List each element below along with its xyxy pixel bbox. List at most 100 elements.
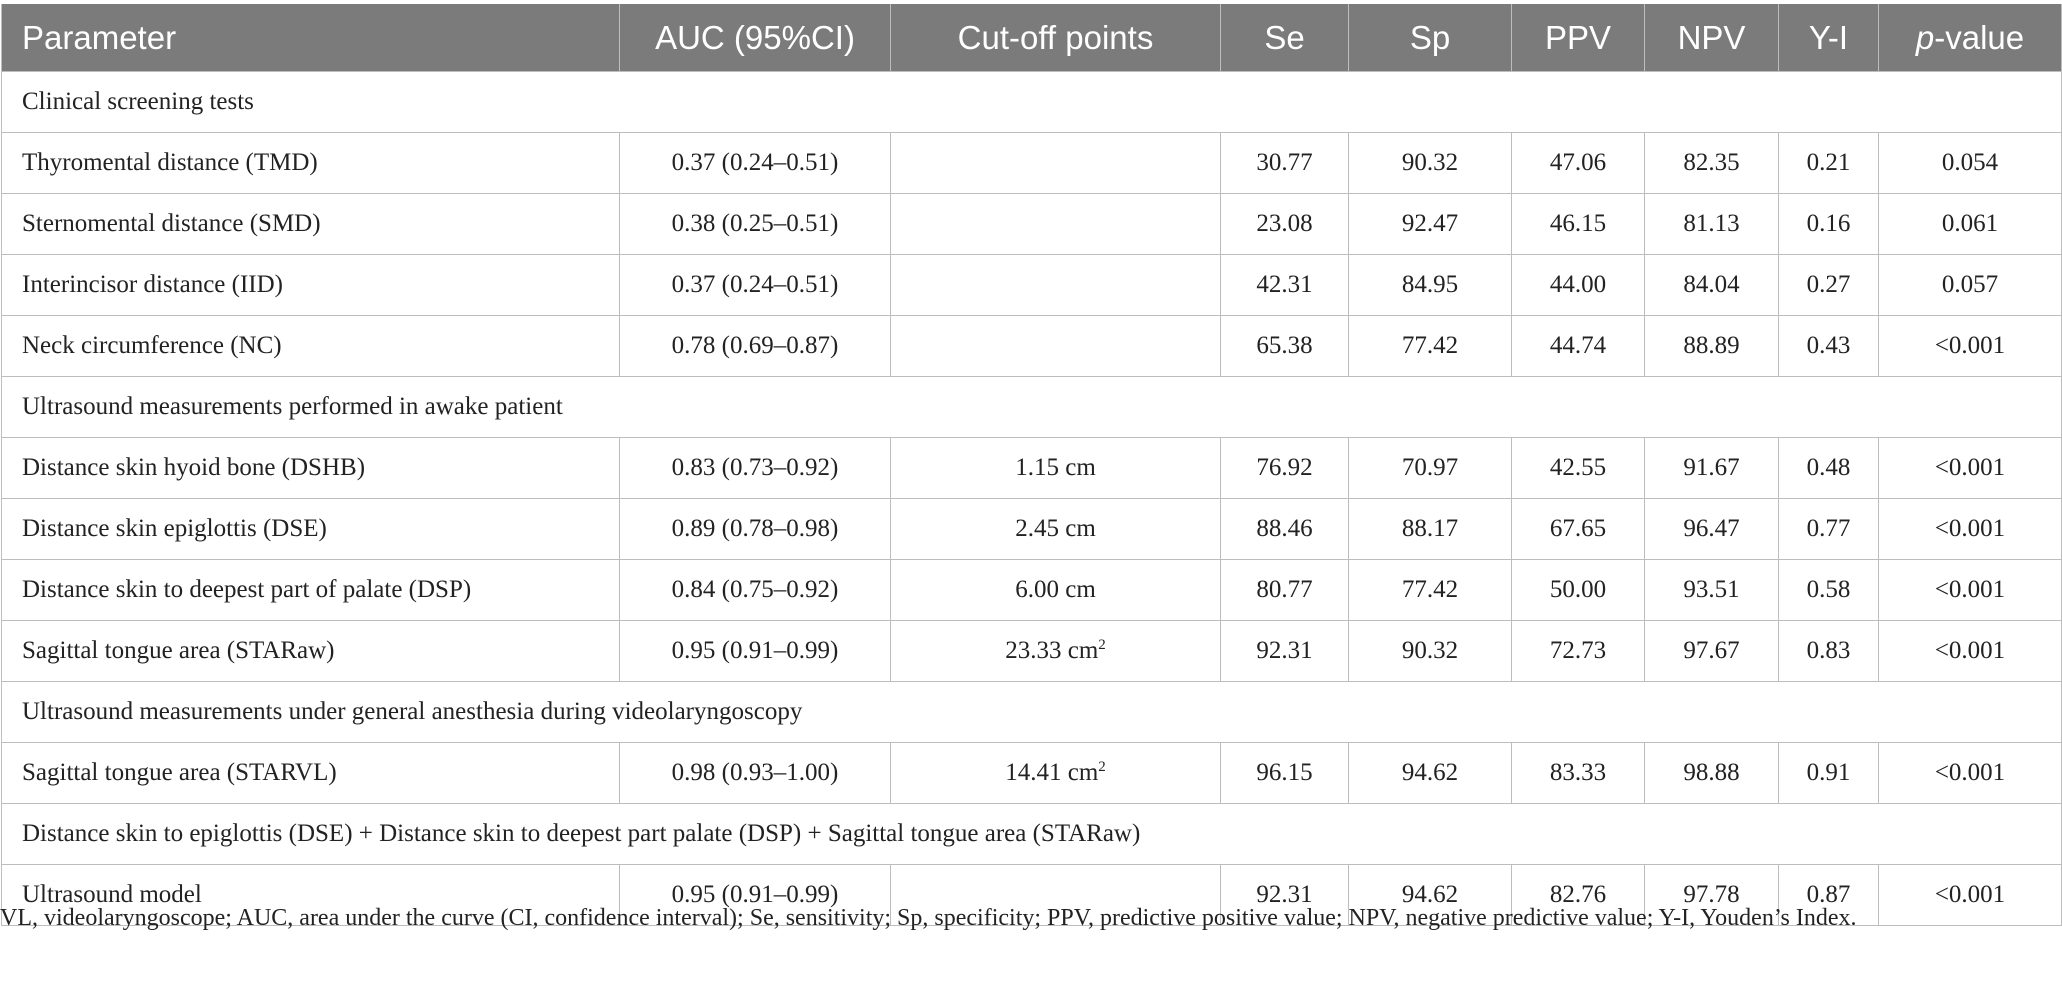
cell-cutoff bbox=[890, 864, 1221, 926]
cell-yi: 0.87 bbox=[1778, 864, 1879, 926]
cell-se: 30.77 bbox=[1220, 132, 1349, 194]
cell-p: <0.001 bbox=[1878, 864, 2062, 926]
cell-p: 0.057 bbox=[1878, 254, 2062, 316]
cell-cutoff: 14.41 cm2 bbox=[890, 742, 1221, 804]
cell-cutoff bbox=[890, 254, 1221, 316]
cell-sp: 77.42 bbox=[1348, 559, 1512, 621]
table-header: Parameter AUC (95%CI) Cut-off points Se … bbox=[1, 4, 2062, 72]
cell-auc: 0.95 (0.91–0.99) bbox=[619, 620, 891, 682]
cell-auc: 0.89 (0.78–0.98) bbox=[619, 498, 891, 560]
header-ppv: PPV bbox=[1511, 4, 1645, 72]
section-title: Clinical screening tests bbox=[1, 71, 2062, 133]
cell-sp: 84.95 bbox=[1348, 254, 1512, 316]
table-row: Sagittal tongue area (STARVL) 0.98 (0.93–… bbox=[1, 742, 2062, 804]
section-title: Distance skin to epiglottis (DSE) + Dist… bbox=[1, 803, 2062, 865]
cell-yi: 0.27 bbox=[1778, 254, 1879, 316]
cell-p: 0.061 bbox=[1878, 193, 2062, 255]
cell-yi: 0.48 bbox=[1778, 437, 1879, 499]
header-yi: Y-I bbox=[1778, 4, 1879, 72]
cutoff-superscript: 2 bbox=[1098, 759, 1106, 775]
section-row: Distance skin to epiglottis (DSE) + Dist… bbox=[1, 803, 2062, 865]
cell-cutoff: 2.45 cm bbox=[890, 498, 1221, 560]
cell-se: 80.77 bbox=[1220, 559, 1349, 621]
header-se: Se bbox=[1220, 4, 1349, 72]
header-auc: AUC (95%CI) bbox=[619, 4, 891, 72]
cell-p: <0.001 bbox=[1878, 620, 2062, 682]
cell-param: Sternomental distance (SMD) bbox=[1, 193, 620, 255]
header-parameter: Parameter bbox=[1, 4, 620, 72]
section-row: Ultrasound measurements under general an… bbox=[1, 681, 2062, 743]
cell-npv: 91.67 bbox=[1644, 437, 1779, 499]
section-row: Ultrasound measurements performed in awa… bbox=[1, 376, 2062, 438]
cell-param: Distance skin epiglottis (DSE) bbox=[1, 498, 620, 560]
header-npv: NPV bbox=[1644, 4, 1779, 72]
cell-npv: 96.47 bbox=[1644, 498, 1779, 560]
cell-ppv: 44.74 bbox=[1511, 315, 1645, 377]
cutoff-value: 1.15 cm bbox=[1015, 454, 1096, 481]
cell-cutoff: 1.15 cm bbox=[890, 437, 1221, 499]
cell-auc: 0.37 (0.24–0.51) bbox=[619, 132, 891, 194]
table-footnote: VL, videolaryngoscope; AUC, area under t… bbox=[0, 905, 1857, 931]
header-p-rest: -value bbox=[1934, 18, 2025, 56]
cell-npv: 97.67 bbox=[1644, 620, 1779, 682]
cutoff-value: 2.45 cm bbox=[1015, 515, 1096, 542]
cell-yi: 0.91 bbox=[1778, 742, 1879, 804]
cell-p: <0.001 bbox=[1878, 315, 2062, 377]
cell-npv: 98.88 bbox=[1644, 742, 1779, 804]
cell-sp: 92.47 bbox=[1348, 193, 1512, 255]
cell-se: 92.31 bbox=[1220, 864, 1349, 926]
table-body: Clinical screening tests Thyromental dist… bbox=[1, 71, 2062, 926]
cutoff-superscript: 2 bbox=[1098, 637, 1106, 653]
cell-auc: 0.38 (0.25–0.51) bbox=[619, 193, 891, 255]
cell-npv: 81.13 bbox=[1644, 193, 1779, 255]
cell-sp: 94.62 bbox=[1348, 864, 1512, 926]
cell-p: <0.001 bbox=[1878, 498, 2062, 560]
cell-npv: 97.78 bbox=[1644, 864, 1779, 926]
cell-ppv: 42.55 bbox=[1511, 437, 1645, 499]
cell-se: 76.92 bbox=[1220, 437, 1349, 499]
cell-cutoff: 23.33 cm2 bbox=[890, 620, 1221, 682]
cell-param: Distance skin to deepest part of palate … bbox=[1, 559, 620, 621]
table-row: Interincisor distance (IID) 0.37 (0.24–0.… bbox=[1, 254, 2062, 316]
cell-se: 92.31 bbox=[1220, 620, 1349, 682]
cell-se: 96.15 bbox=[1220, 742, 1349, 804]
cell-yi: 0.16 bbox=[1778, 193, 1879, 255]
cell-yi: 0.43 bbox=[1778, 315, 1879, 377]
cell-auc: 0.78 (0.69–0.87) bbox=[619, 315, 891, 377]
table-row: Sternomental distance (SMD) 0.38 (0.25–0.… bbox=[1, 193, 2062, 255]
cell-yi: 0.58 bbox=[1778, 559, 1879, 621]
cell-p: 0.054 bbox=[1878, 132, 2062, 194]
table-row: Distance skin epiglottis (DSE) 0.89 (0.78… bbox=[1, 498, 2062, 560]
cell-p: <0.001 bbox=[1878, 437, 2062, 499]
cell-ppv: 44.00 bbox=[1511, 254, 1645, 316]
cell-yi: 0.21 bbox=[1778, 132, 1879, 194]
cell-ppv: 46.15 bbox=[1511, 193, 1645, 255]
cell-param: Sagittal tongue area (STARVL) bbox=[1, 742, 620, 804]
table-row: Neck circumference (NC) 0.78 (0.69–0.87) 6… bbox=[1, 315, 2062, 377]
cell-sp: 90.32 bbox=[1348, 132, 1512, 194]
section-row: Clinical screening tests bbox=[1, 71, 2062, 133]
cell-se: 88.46 bbox=[1220, 498, 1349, 560]
cutoff-value: 14.41 cm bbox=[1005, 759, 1099, 786]
cell-cutoff bbox=[890, 193, 1221, 255]
cell-p: <0.001 bbox=[1878, 559, 2062, 621]
cell-auc: 0.83 (0.73–0.92) bbox=[619, 437, 891, 499]
table-row: Distance skin to deepest part of palate … bbox=[1, 559, 2062, 621]
header-cutoff: Cut-off points bbox=[890, 4, 1221, 72]
cell-param: Sagittal tongue area (STARaw) bbox=[1, 620, 620, 682]
cutoff-value: 23.33 cm bbox=[1005, 637, 1099, 664]
cell-se: 23.08 bbox=[1220, 193, 1349, 255]
table-row: Ultrasound model 0.95 (0.91–0.99) 92.31 94.… bbox=[1, 864, 2062, 926]
cell-param: Ultrasound model bbox=[1, 864, 620, 926]
cell-cutoff bbox=[890, 132, 1221, 194]
cell-auc: 0.84 (0.75–0.92) bbox=[619, 559, 891, 621]
cell-sp: 90.32 bbox=[1348, 620, 1512, 682]
cell-auc: 0.37 (0.24–0.51) bbox=[619, 254, 891, 316]
cell-se: 65.38 bbox=[1220, 315, 1349, 377]
cell-param: Neck circumference (NC) bbox=[1, 315, 620, 377]
cell-ppv: 47.06 bbox=[1511, 132, 1645, 194]
cell-auc: 0.95 (0.91–0.99) bbox=[619, 864, 891, 926]
cell-sp: 94.62 bbox=[1348, 742, 1512, 804]
cell-sp: 88.17 bbox=[1348, 498, 1512, 560]
cell-ppv: 82.76 bbox=[1511, 864, 1645, 926]
